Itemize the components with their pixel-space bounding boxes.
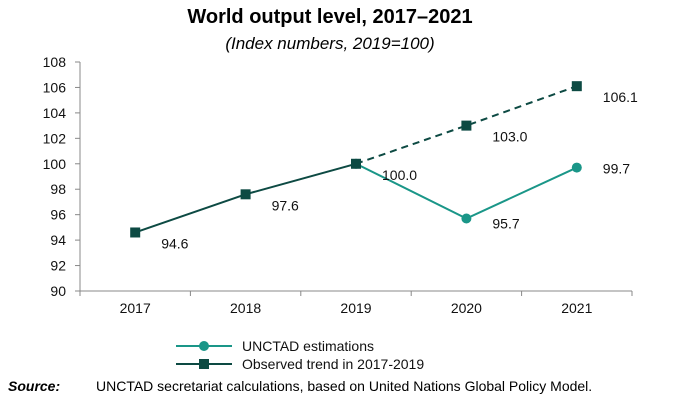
trend-data-label: 97.6 (272, 197, 299, 213)
x-tick-label: 2020 (451, 300, 482, 316)
y-tick-label: 102 (43, 130, 67, 146)
legend-estimation-marker (199, 341, 209, 351)
y-tick-label: 92 (50, 258, 66, 274)
axes: 90 92 94 96 98 100 102 104 106 108 2017 2018 2019 202… (43, 54, 633, 316)
y-tick-label: 100 (43, 156, 67, 172)
trend-data-label: 106.1 (603, 89, 638, 105)
legend-trend-marker (199, 359, 209, 369)
trend-point (240, 189, 251, 200)
x-tick-label: 2017 (120, 300, 151, 316)
trend-point (461, 120, 472, 131)
legend: UNCTAD estimations Observed trend in 2017… (176, 338, 424, 372)
estimation-point (461, 213, 472, 224)
data-labels: 94.6 97.6 100.0 103.0 106.1 95.7 99.7 (161, 89, 638, 251)
estimation-point (571, 162, 582, 173)
source-label: Source: (8, 378, 61, 394)
y-tick-label: 98 (50, 181, 66, 197)
trend-point (351, 158, 361, 169)
y-tick-label: 104 (43, 105, 67, 121)
legend-estimation-label: UNCTAD estimations (242, 338, 374, 354)
source-text: UNCTAD secretariat calculations, based o… (96, 378, 593, 394)
legend-trend-label: Observed trend in 2017-2019 (242, 356, 424, 372)
trend-data-label: 103.0 (492, 129, 527, 145)
y-tick-label: 94 (50, 232, 66, 248)
trend-data-label: 94.6 (161, 235, 188, 251)
y-tick-label: 106 (43, 79, 67, 95)
y-tick-label: 90 (50, 283, 66, 299)
estimation-data-label: 99.7 (603, 161, 630, 177)
y-tick-label: 96 (50, 207, 66, 223)
y-tick-label: 108 (43, 54, 67, 70)
trend-point (130, 227, 141, 238)
x-tick-label: 2019 (340, 300, 371, 316)
trend-line-projected (355, 85, 578, 165)
series-layer (130, 81, 582, 238)
chart-title: World output level, 2017–2021 (187, 6, 473, 28)
trend-point (571, 81, 582, 92)
x-tick-label: 2021 (561, 300, 592, 316)
trend-data-label: 100.0 (382, 167, 417, 183)
estimation-data-label: 95.7 (492, 215, 519, 231)
chart-subtitle: (Index numbers, 2019=100) (225, 34, 435, 53)
x-tick-label: 2018 (230, 300, 261, 316)
